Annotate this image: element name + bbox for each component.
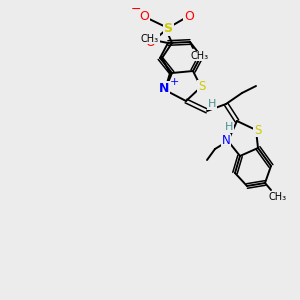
- Text: S: S: [254, 124, 262, 136]
- Text: N: N: [159, 82, 169, 94]
- Text: O: O: [184, 10, 194, 22]
- Text: CH₃: CH₃: [269, 192, 287, 202]
- Text: S: S: [198, 80, 206, 94]
- Text: CH₃: CH₃: [141, 34, 159, 44]
- Text: S: S: [164, 22, 172, 34]
- Text: CH₃: CH₃: [191, 51, 209, 61]
- Text: H: H: [225, 122, 233, 132]
- Text: +: +: [169, 77, 179, 87]
- Text: H: H: [208, 99, 216, 109]
- Text: −: −: [131, 2, 141, 16]
- Text: N: N: [222, 134, 230, 148]
- Text: O: O: [139, 10, 149, 22]
- Text: O: O: [145, 37, 155, 50]
